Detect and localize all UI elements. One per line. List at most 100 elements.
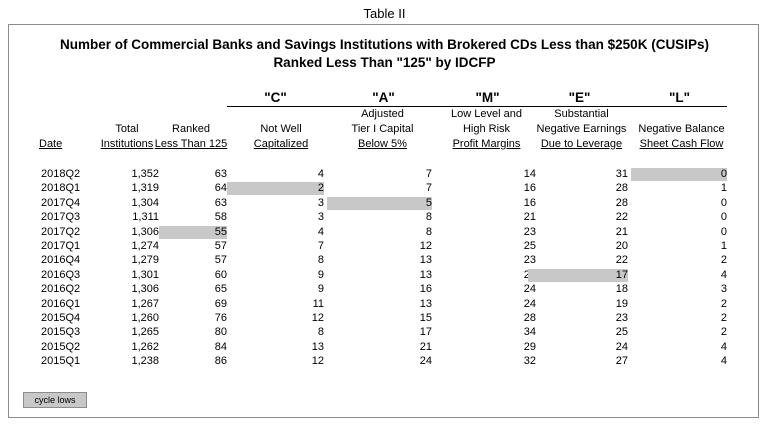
cell-l: 2	[720, 326, 727, 339]
cell-m: 16	[523, 196, 536, 209]
cell-c: 7	[317, 240, 324, 252]
cell-ranked: 58	[214, 211, 227, 224]
table-row: 2016Q4 1,279 57 8 13 23 22 2	[9, 254, 760, 267]
cell-l: 2	[720, 312, 727, 324]
cell-a: 5	[327, 196, 432, 210]
cell-ranked: 55	[159, 225, 227, 239]
header-negative-earnings: Substantial Negative Earnings Due to Lev…	[536, 108, 627, 150]
cell-total: 1,306	[131, 283, 159, 296]
cell-date: 2017Q3	[41, 211, 81, 224]
header-rule	[227, 106, 727, 107]
cell-ranked: 69	[214, 297, 227, 310]
cell-ranked: 76	[214, 312, 227, 324]
cell-date: 2017Q4	[41, 196, 81, 209]
table-subtitle: Ranked Less Than "125" by IDCFP	[273, 55, 496, 70]
legend-cycle-lows: cycle lows	[23, 392, 87, 408]
cell-a: 8	[425, 225, 432, 238]
cell-date: 2016Q3	[41, 268, 81, 281]
cell-ranked: 60	[214, 268, 227, 281]
cell-a: 15	[419, 312, 432, 324]
header-total: Total Institutions	[100, 123, 154, 150]
table-row: 2016Q2 1,306 65 9 16 24 18 3	[9, 283, 760, 296]
cell-c: 8	[317, 326, 324, 339]
cell-ranked: 57	[214, 240, 227, 252]
cell-a: 13	[419, 268, 432, 281]
cell-e: 19	[615, 297, 628, 310]
cell-total: 1,306	[131, 225, 159, 238]
cell-date: 2017Q2	[41, 225, 81, 238]
header-not-well-capitalized: Not Well Capitalized	[253, 123, 309, 150]
cell-date: 2017Q1	[41, 240, 81, 252]
cell-e: 18	[615, 283, 628, 296]
cell-m: 32	[523, 355, 536, 368]
cell-date: 2015Q2	[41, 340, 81, 353]
cell-a: 21	[419, 340, 432, 353]
cell-c: 9	[317, 268, 324, 281]
cell-total: 1,265	[131, 326, 159, 339]
cell-total: 1,267	[131, 297, 159, 310]
cell-e: 22	[615, 254, 628, 267]
cell-total: 1,262	[131, 340, 159, 353]
table-row: 2017Q3 1,311 58 3 8 21 22 0	[9, 211, 760, 224]
cell-date: 2016Q4	[41, 254, 81, 267]
header-ranked: Ranked Less Than 125	[154, 123, 228, 150]
cell-date: 2015Q1	[41, 355, 81, 368]
table-row: 2015Q1 1,238 86 12 24 32 27 4	[9, 355, 760, 368]
cell-ranked: 84	[214, 340, 227, 353]
cell-l: 2	[720, 297, 727, 310]
cell-c: 11	[312, 297, 324, 310]
cell-ranked: 80	[214, 326, 227, 339]
cell-e: 25	[615, 326, 628, 339]
table-row: 2017Q1 1,274 57 7 12 25 20 1	[9, 240, 760, 253]
cell-a: 12	[419, 240, 432, 252]
cell-l: 1	[720, 240, 727, 252]
cell-date: 2016Q1	[41, 297, 81, 310]
table-caption: Table II	[363, 6, 406, 21]
cell-l: 0	[720, 211, 727, 224]
cell-m: 34	[523, 326, 536, 339]
cell-m: 29	[523, 340, 536, 353]
header-profit-margins: Low Level and High Risk Profit Margins	[451, 108, 522, 150]
cell-l: 4	[720, 355, 727, 368]
cell-m: 22	[432, 269, 536, 282]
cell-total: 1,260	[131, 312, 159, 324]
cell-a: 7	[425, 168, 432, 180]
cell-c: 12	[311, 355, 324, 368]
table-row: 2016Q1 1,267 69 11 13 24 19 2	[9, 298, 760, 311]
cell-l: 4	[720, 340, 727, 353]
cell-c: 4	[317, 168, 324, 180]
cell-e: 28	[615, 196, 628, 209]
cell-total: 1,301	[131, 268, 159, 281]
table-row: 2018Q1 1,319 64 2 7 16 28 1	[9, 182, 760, 196]
cell-e: 17	[528, 268, 628, 282]
cell-m: 24	[523, 297, 536, 310]
cell-l: 0	[720, 225, 727, 238]
cell-total: 1,238	[131, 355, 159, 368]
cell-e: 23	[615, 312, 628, 324]
cell-e: 22	[615, 211, 628, 224]
table-row: 2015Q4 1,260 76 12 15 28 23 2	[9, 312, 760, 325]
header-negative-cash-flow: Negative Balance Sheet Cash Flow	[638, 123, 725, 150]
table-frame: Number of Commercial Banks and Savings I…	[8, 24, 759, 418]
cell-l: 3	[720, 283, 727, 296]
cell-ranked: 63	[214, 196, 227, 209]
cell-l: 0	[631, 168, 727, 181]
cell-c: 4	[317, 225, 324, 238]
cell-a: 8	[425, 211, 432, 224]
cell-total: 1,304	[131, 196, 159, 209]
cell-c: 8	[317, 254, 324, 267]
cell-m: 14	[523, 168, 536, 180]
cell-e: 20	[615, 240, 628, 252]
cell-e: 27	[615, 355, 628, 368]
cell-ranked: 64	[214, 182, 227, 195]
table-row: 2015Q3 1,265 80 8 17 34 25 2	[9, 326, 760, 339]
cell-a: 24	[419, 355, 432, 368]
cell-total: 1,319	[131, 182, 159, 195]
header-adjusted-tier1: Adjusted Tier I Capital Below 5%	[351, 108, 414, 150]
cell-c: 3	[317, 211, 324, 224]
cell-l: 1	[720, 182, 727, 195]
cell-a: 13	[419, 297, 432, 310]
table-row: 2015Q2 1,262 84 13 21 29 24 4	[9, 341, 760, 354]
cell-date: 2016Q2	[41, 283, 81, 296]
cell-a: 7	[425, 182, 432, 195]
